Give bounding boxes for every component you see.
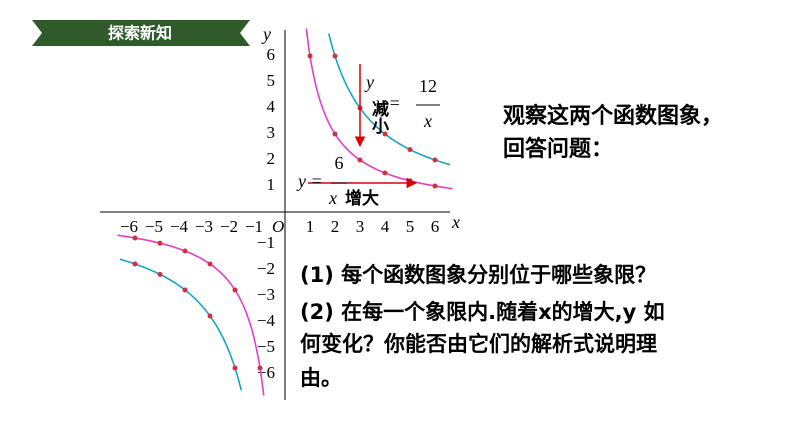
point: [157, 271, 163, 277]
point: [132, 235, 138, 241]
annotation: 增大: [345, 188, 379, 209]
origin-label: O: [272, 217, 284, 236]
question: 由。: [300, 366, 342, 390]
point: [132, 261, 138, 267]
y-tick-label: −3: [257, 285, 275, 304]
x-tick-label: −2: [220, 217, 238, 236]
formula: x: [423, 111, 432, 131]
point: [157, 240, 163, 246]
point: [432, 183, 438, 189]
formula: 6: [335, 153, 344, 173]
x-tick-label: 1: [306, 217, 315, 236]
x-tick-label: −4: [170, 217, 189, 236]
x-tick-label: −1: [245, 217, 263, 236]
point: [332, 53, 338, 59]
curve: [305, 28, 453, 190]
curve: [119, 258, 243, 391]
point: [432, 157, 438, 163]
point: [182, 287, 188, 293]
x-axis-label: x: [451, 212, 460, 232]
prompt: 观察这两个函数图象，: [503, 103, 723, 129]
point: [332, 131, 338, 137]
point: [407, 147, 413, 153]
point: [382, 131, 388, 137]
prompt: 回答问题：: [503, 136, 613, 162]
x-tick-label: 3: [356, 217, 365, 236]
point: [307, 53, 313, 59]
point: [357, 157, 363, 163]
point: [232, 287, 238, 293]
x-tick-label: 6: [431, 217, 440, 236]
x-tick-label: −5: [145, 217, 163, 236]
question: (1) 每个函数图象分别位于哪些象限？: [300, 263, 656, 287]
y-tick-label: −1: [257, 233, 275, 252]
y-tick-label: 5: [267, 71, 276, 90]
y-tick-label: 4: [267, 97, 276, 116]
graph: xyO−6 −5 −4 −3 −2 −1 1 2 3 4 5 6654321−1−2−3−4−5−6y…: [100, 24, 460, 400]
question: 何变化？你能否由它们的解析式说明理: [300, 332, 657, 356]
annotation: y: [364, 72, 374, 92]
y-tick-label: −4: [257, 311, 276, 330]
point: [182, 248, 188, 254]
annotation: 减小: [368, 99, 389, 135]
y-tick-label: −2: [257, 259, 275, 278]
y-tick-label: 2: [267, 149, 276, 168]
point: [207, 313, 213, 319]
point: [232, 365, 238, 371]
y-tick-label: −5: [257, 337, 275, 356]
formula: 12: [419, 76, 437, 96]
formula: x: [328, 188, 337, 208]
y-tick-label: 6: [267, 45, 276, 64]
point: [257, 365, 263, 371]
x-tick-label: 5: [406, 217, 415, 236]
curve: [117, 234, 265, 396]
point: [382, 170, 388, 176]
formula: y =: [374, 93, 401, 113]
point: [207, 261, 213, 267]
x-tick-label: 2: [331, 217, 340, 236]
question: (2) 在每一个象限内.随着x的增大,y 如: [300, 300, 665, 324]
y-tick-label: 1: [267, 175, 276, 194]
x-tick-label: −3: [195, 217, 213, 236]
y-axis-label: y: [261, 24, 271, 44]
banner-ribbon: [32, 20, 250, 46]
y-tick-label: 3: [267, 123, 276, 142]
formula: y =: [296, 171, 323, 191]
banner-text: 探索新知: [108, 24, 172, 43]
x-tick-label: 4: [381, 217, 390, 236]
curve: [328, 33, 451, 166]
x-tick-label: −6: [120, 217, 138, 236]
